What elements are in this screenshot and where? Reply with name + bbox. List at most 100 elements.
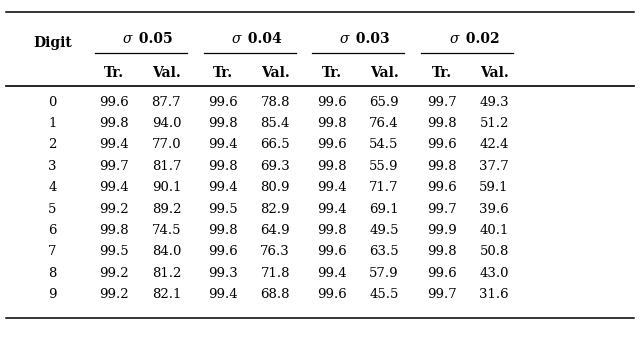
Text: 77.0: 77.0 — [152, 138, 181, 151]
Text: σ: σ — [231, 32, 241, 46]
Text: 0.03: 0.03 — [351, 32, 390, 46]
Text: 69.1: 69.1 — [369, 203, 399, 216]
Text: 42.4: 42.4 — [479, 138, 509, 151]
Text: 99.4: 99.4 — [317, 181, 346, 194]
Text: 94.0: 94.0 — [152, 117, 181, 130]
Text: Digit: Digit — [33, 35, 72, 50]
Text: σ: σ — [450, 32, 460, 46]
Text: 45.5: 45.5 — [369, 288, 399, 301]
Text: 87.7: 87.7 — [152, 96, 181, 108]
Text: 4: 4 — [48, 181, 57, 194]
Text: 69.3: 69.3 — [260, 160, 290, 173]
Text: 82.1: 82.1 — [152, 288, 181, 301]
Text: 81.7: 81.7 — [152, 160, 181, 173]
Text: 99.8: 99.8 — [99, 117, 129, 130]
Text: 99.8: 99.8 — [208, 117, 237, 130]
Text: Val.: Val. — [261, 66, 289, 80]
Text: 99.3: 99.3 — [208, 267, 237, 280]
Text: 99.7: 99.7 — [427, 96, 456, 108]
Text: 99.8: 99.8 — [317, 160, 346, 173]
Text: Val.: Val. — [370, 66, 398, 80]
Text: 49.5: 49.5 — [369, 224, 399, 237]
Text: 99.4: 99.4 — [317, 267, 346, 280]
Text: 99.6: 99.6 — [208, 245, 237, 258]
Text: 6: 6 — [48, 224, 57, 237]
Text: 40.1: 40.1 — [479, 224, 509, 237]
Text: 7: 7 — [48, 245, 57, 258]
Text: 80.9: 80.9 — [260, 181, 290, 194]
Text: Tr.: Tr. — [321, 66, 342, 80]
Text: 99.8: 99.8 — [317, 224, 346, 237]
Text: 2: 2 — [48, 138, 57, 151]
Text: 55.9: 55.9 — [369, 160, 399, 173]
Text: 0.04: 0.04 — [243, 32, 282, 46]
Text: Tr.: Tr. — [104, 66, 124, 80]
Text: 64.9: 64.9 — [260, 224, 290, 237]
Text: 50.8: 50.8 — [479, 245, 509, 258]
Text: 0.02: 0.02 — [461, 32, 500, 46]
Text: 99.8: 99.8 — [427, 245, 456, 258]
Text: 99.4: 99.4 — [208, 181, 237, 194]
Text: 99.7: 99.7 — [427, 203, 456, 216]
Text: 3: 3 — [48, 160, 57, 173]
Text: 99.8: 99.8 — [99, 224, 129, 237]
Text: Tr.: Tr. — [431, 66, 452, 80]
Text: 99.4: 99.4 — [99, 181, 129, 194]
Text: 82.9: 82.9 — [260, 203, 290, 216]
Text: 99.9: 99.9 — [427, 224, 456, 237]
Text: 1: 1 — [48, 117, 57, 130]
Text: 89.2: 89.2 — [152, 203, 181, 216]
Text: 99.6: 99.6 — [427, 267, 456, 280]
Text: 99.6: 99.6 — [317, 96, 346, 108]
Text: Val.: Val. — [480, 66, 508, 80]
Text: 99.6: 99.6 — [317, 288, 346, 301]
Text: Tr.: Tr. — [212, 66, 233, 80]
Text: 49.3: 49.3 — [479, 96, 509, 108]
Text: 99.8: 99.8 — [427, 117, 456, 130]
Text: 99.2: 99.2 — [99, 288, 129, 301]
Text: 99.7: 99.7 — [427, 288, 456, 301]
Text: 99.4: 99.4 — [208, 288, 237, 301]
Text: Val.: Val. — [152, 66, 180, 80]
Text: 99.5: 99.5 — [208, 203, 237, 216]
Text: 31.6: 31.6 — [479, 288, 509, 301]
Text: 99.6: 99.6 — [427, 138, 456, 151]
Text: 66.5: 66.5 — [260, 138, 290, 151]
Text: 99.8: 99.8 — [317, 117, 346, 130]
Text: 99.6: 99.6 — [99, 96, 129, 108]
Text: 76.3: 76.3 — [260, 245, 290, 258]
Text: 99.4: 99.4 — [99, 138, 129, 151]
Text: 76.4: 76.4 — [369, 117, 399, 130]
Text: 99.7: 99.7 — [99, 160, 129, 173]
Text: 39.6: 39.6 — [479, 203, 509, 216]
Text: 8: 8 — [48, 267, 57, 280]
Text: 51.2: 51.2 — [479, 117, 509, 130]
Text: 99.2: 99.2 — [99, 203, 129, 216]
Text: σ: σ — [122, 32, 132, 46]
Text: 68.8: 68.8 — [260, 288, 290, 301]
Text: 65.9: 65.9 — [369, 96, 399, 108]
Text: σ: σ — [340, 32, 349, 46]
Text: 5: 5 — [48, 203, 57, 216]
Text: 99.4: 99.4 — [208, 138, 237, 151]
Text: 99.8: 99.8 — [208, 224, 237, 237]
Text: 43.0: 43.0 — [479, 267, 509, 280]
Text: 37.7: 37.7 — [479, 160, 509, 173]
Text: 84.0: 84.0 — [152, 245, 181, 258]
Text: 99.2: 99.2 — [99, 267, 129, 280]
Text: 0.05: 0.05 — [134, 32, 172, 46]
Text: 57.9: 57.9 — [369, 267, 399, 280]
Text: 0: 0 — [48, 96, 57, 108]
Text: 74.5: 74.5 — [152, 224, 181, 237]
Text: 99.8: 99.8 — [208, 160, 237, 173]
Text: 59.1: 59.1 — [479, 181, 509, 194]
Text: 99.8: 99.8 — [427, 160, 456, 173]
Text: 99.4: 99.4 — [317, 203, 346, 216]
Text: 90.1: 90.1 — [152, 181, 181, 194]
Text: 99.5: 99.5 — [99, 245, 129, 258]
Text: 71.7: 71.7 — [369, 181, 399, 194]
Text: 81.2: 81.2 — [152, 267, 181, 280]
Text: 9: 9 — [48, 288, 57, 301]
Text: 63.5: 63.5 — [369, 245, 399, 258]
Text: 99.6: 99.6 — [427, 181, 456, 194]
